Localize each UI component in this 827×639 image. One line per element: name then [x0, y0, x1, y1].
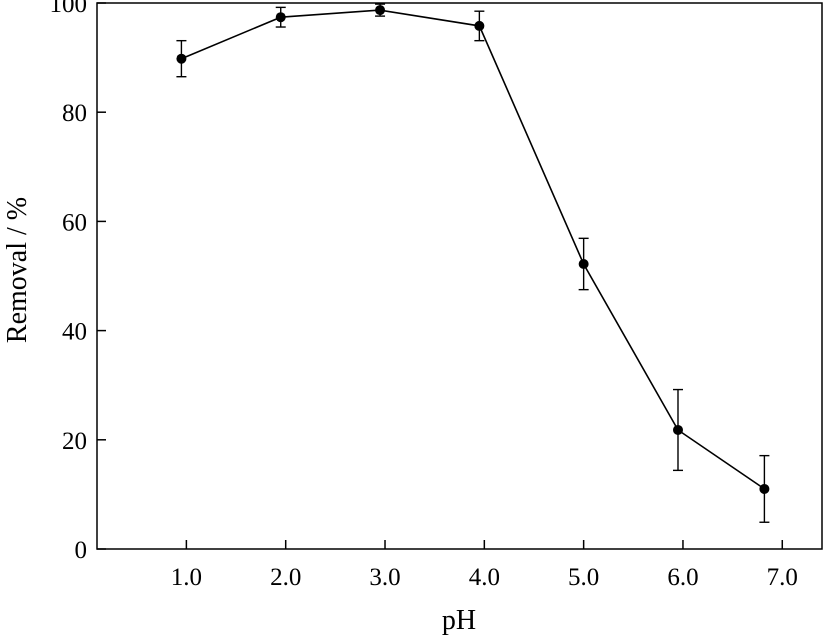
- y-tick-label: 60: [62, 209, 87, 236]
- series-layer: [176, 3, 770, 523]
- y-tick-label: 80: [62, 100, 87, 127]
- x-tick-label: 7.0: [767, 564, 798, 591]
- y-tick-label: 20: [62, 428, 87, 455]
- data-point: [474, 20, 485, 31]
- x-axis-label: pH: [442, 605, 476, 636]
- data-point: [275, 12, 286, 23]
- x-axis-ticks: 1.0 2.0 3.0 4.0 5.0 6.0 7.0: [171, 540, 798, 591]
- data-point: [672, 424, 683, 435]
- y-tick-label: 100: [50, 0, 88, 18]
- data-point: [759, 483, 770, 494]
- y-tick-label: 40: [62, 319, 87, 346]
- data-point: [578, 258, 589, 269]
- x-tick-label: 4.0: [469, 564, 500, 591]
- x-tick-label: 3.0: [369, 564, 400, 591]
- x-tick-label: 1.0: [171, 564, 202, 591]
- x-tick-label: 6.0: [667, 564, 698, 591]
- plot-frame: [96, 2, 823, 550]
- data-point: [375, 5, 386, 16]
- x-tick-label: 2.0: [270, 564, 301, 591]
- series-line: [181, 9, 765, 490]
- y-tick-label: 0: [75, 537, 88, 564]
- y-axis-label: Removal / %: [2, 197, 33, 343]
- y-axis-ticks: 0 20 40 60 80 100: [50, 0, 106, 564]
- x-tick-label: 5.0: [568, 564, 599, 591]
- data-point: [176, 53, 187, 64]
